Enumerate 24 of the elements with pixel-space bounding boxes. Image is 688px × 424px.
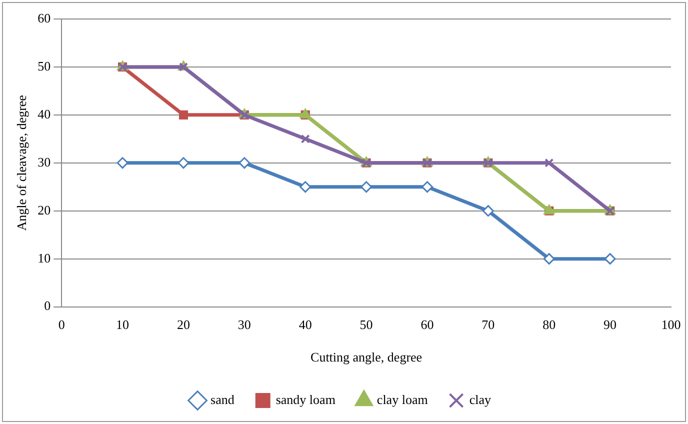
y-tick-label: 0 (44, 298, 51, 314)
x-axis-title: Cutting angle, degree (310, 350, 422, 365)
legend-label: clay (469, 392, 492, 407)
x-tick-label: 40 (298, 317, 312, 332)
x-tick-label: 20 (176, 317, 190, 332)
x-tick-label: 100 (661, 317, 681, 332)
y-tick-label: 60 (38, 10, 51, 26)
x-tick-label: 10 (116, 317, 130, 332)
legend-label: clay loam (376, 392, 428, 407)
y-tick-label: 20 (38, 202, 51, 218)
x-tick-label: 0 (58, 317, 65, 332)
legend-label: sandy loam (276, 392, 336, 407)
legend-label: sand (210, 392, 235, 407)
x-tick-label: 80 (542, 317, 556, 332)
x-tick-label: 30 (238, 317, 251, 332)
x-tick-label: 60 (420, 317, 434, 332)
x-tick-label: 50 (360, 317, 373, 332)
y-tick-label: 40 (38, 106, 51, 122)
x-tick-label: 70 (482, 317, 495, 332)
y-tick-label: 10 (38, 250, 51, 266)
y-axis-title: Angle of cleavage, degree (14, 94, 30, 231)
x-tick-label: 90 (604, 317, 617, 332)
y-tick-label: 50 (38, 58, 51, 74)
y-tick-label: 30 (38, 154, 51, 170)
